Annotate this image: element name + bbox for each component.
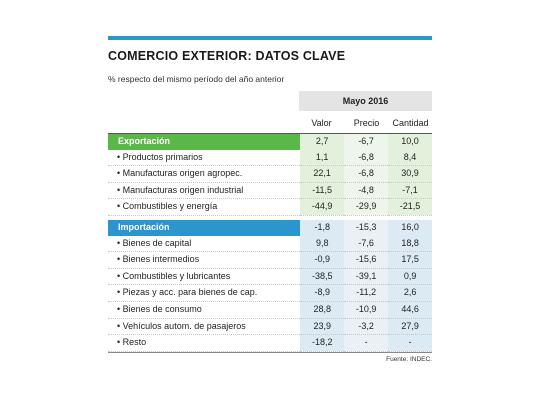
total-valor: -1,8 — [300, 220, 345, 236]
column-header-valor: Valor — [311, 118, 332, 128]
cell-valor: -38,5 — [300, 268, 345, 286]
source-note: Fuente: INDEC. — [386, 356, 432, 363]
total-valor: 2,7 — [300, 134, 345, 150]
cell-precio: -29,9 — [344, 198, 389, 216]
cell-valor: -0,9 — [300, 251, 345, 269]
row-label: • Bienes de consumo — [108, 301, 301, 319]
cell-valor: 23,9 — [300, 318, 345, 336]
row-label: • Bienes intermedios — [108, 251, 301, 269]
table-row: • Manufacturas origen agropec. 22,1 -6,8 30… — [108, 165, 432, 183]
cell-precio: -39,1 — [344, 268, 389, 286]
column-header-precio: Precio — [353, 118, 380, 128]
table-title: COMERCIO EXTERIOR: DATOS CLAVE — [108, 49, 346, 63]
cell-cantidad: -7,1 — [388, 182, 432, 200]
cell-cantidad: 18,8 — [388, 235, 432, 253]
cell-precio: -15,6 — [344, 251, 389, 269]
table-row: • Combustibles y lubricantes -38,5 -39,1 0,… — [108, 268, 432, 286]
cell-cantidad: 0,9 — [388, 268, 432, 286]
table-row: • Piezas y acc. para bienes de cap. -8,9-… — [108, 284, 432, 302]
total-precio: -6,7 — [344, 134, 389, 150]
cell-valor: -8,9 — [300, 284, 345, 302]
cell-cantidad: 2,6 — [388, 284, 432, 302]
cell-precio: -11,2 — [344, 284, 389, 302]
cell-valor: 22,1 — [300, 165, 345, 183]
row-label: • Manufacturas origen industrial — [108, 182, 301, 200]
cell-precio: -4,8 — [344, 182, 389, 200]
cell-valor: -18,2 — [300, 334, 345, 352]
cell-cantidad: 8,4 — [388, 149, 432, 167]
table-row: • Vehículos autom. de pasajeros 23,9 -3,2 2… — [108, 318, 432, 336]
table-row: • Manufacturas origen industrial -11,5 -4,… — [108, 182, 432, 200]
cell-precio: -6,8 — [344, 165, 389, 183]
bottom-divider — [108, 352, 432, 353]
row-label: • Vehículos autom. de pasajeros — [108, 318, 301, 336]
total-precio: -15,3 — [344, 220, 389, 236]
cell-cantidad: - — [388, 334, 432, 352]
row-label: • Piezas y acc. para bienes de cap. — [108, 284, 301, 302]
header-divider — [108, 133, 432, 134]
table-row: • Productos primarios 1,1 -6,8 8,4 — [108, 149, 432, 167]
table-subtitle: % respecto del mismo período del año ant… — [108, 74, 285, 84]
imports-table: Importación -1,8 -15,3 16,0 • Bienes de capi… — [108, 220, 432, 352]
row-label: • Productos primarios — [108, 149, 301, 167]
cell-cantidad: 44,6 — [388, 301, 432, 319]
column-headers: Valor Precio Cantidad — [108, 113, 432, 133]
row-label: • Manufacturas origen agropec. — [108, 165, 301, 183]
table-row: • Resto -18,2- - — [108, 334, 432, 352]
cell-cantidad: 30,9 — [388, 165, 432, 183]
table-row: • Bienes intermedios -0,9 -15,6 17,5 — [108, 251, 432, 269]
cell-precio: -6,8 — [344, 149, 389, 167]
table-row: • Bienes de capital 9,8 -7,6 18,8 — [108, 235, 432, 253]
table-row: • Combustibles y energía -44,9 -29,9 -21,5 — [108, 198, 432, 216]
trade-data-card: COMERCIO EXTERIOR: DATOS CLAVE % respect… — [108, 36, 432, 363]
row-label: • Bienes de capital — [108, 235, 301, 253]
column-header-cantidad: Cantidad — [392, 118, 429, 128]
table-row: • Bienes de consumo 28,8 -10,9 44,6 — [108, 301, 432, 319]
section-header-row: Importación -1,8 -15,3 16,0 — [108, 220, 432, 236]
row-label: • Combustibles y lubricantes — [108, 268, 301, 286]
top-accent-bar — [108, 36, 432, 40]
total-cantidad: 10,0 — [388, 134, 432, 150]
cell-precio: -7,6 — [344, 235, 389, 253]
cell-valor: 1,1 — [300, 149, 345, 167]
cell-valor: 28,8 — [300, 301, 345, 319]
cell-precio: -10,9 — [344, 301, 389, 319]
cell-precio: - — [344, 334, 389, 352]
exports-table: Exportación 2,7 -6,7 10,0 • Productos primar… — [108, 134, 432, 216]
cell-precio: -3,2 — [344, 318, 389, 336]
row-label: • Combustibles y energía — [108, 198, 301, 216]
cell-cantidad: 27,9 — [388, 318, 432, 336]
cell-valor: -44,9 — [300, 198, 345, 216]
cell-cantidad: 17,5 — [388, 251, 432, 269]
period-header: Mayo 2016 — [299, 91, 432, 111]
cell-cantidad: -21,5 — [388, 198, 432, 216]
cell-valor: 9,8 — [300, 235, 345, 253]
section-header-row: Exportación 2,7 -6,7 10,0 — [108, 134, 432, 150]
total-cantidad: 16,0 — [388, 220, 432, 236]
cell-valor: -11,5 — [300, 182, 345, 200]
section-title: Exportación — [108, 134, 301, 150]
section-title: Importación — [108, 220, 301, 236]
row-label: • Resto — [108, 334, 301, 352]
